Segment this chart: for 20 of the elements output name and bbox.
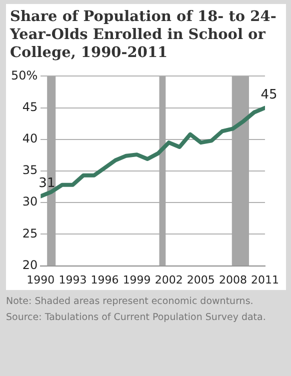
x-tick-label: 1999 bbox=[122, 273, 151, 286]
y-tick-label: 20 bbox=[22, 258, 38, 272]
x-tick-label: 1990 bbox=[26, 273, 55, 286]
chart-title: Share of Population of 18- to 24-Year-Olds Enrolled in School or College, 1990-2011 bbox=[8, 7, 278, 62]
x-tick-label: 1996 bbox=[90, 273, 119, 286]
y-tick-label: 25 bbox=[22, 226, 38, 240]
y-tick-label: 50% bbox=[11, 68, 38, 82]
y-tick-label: 35 bbox=[22, 163, 38, 178]
x-tick-label: 2011 bbox=[251, 273, 280, 286]
y-tick-label: 45 bbox=[22, 100, 38, 114]
x-tick-label: 2008 bbox=[218, 273, 247, 286]
x-tick-label: 2005 bbox=[186, 273, 215, 286]
y-tick-label: 40 bbox=[22, 132, 38, 146]
y-tick-label: 30 bbox=[22, 194, 38, 209]
source-note: Source: Tabulations of Current Population Survey data. bbox=[6, 312, 267, 323]
text: Note: Shaded areas represent economic downturns. bbox=[6, 296, 254, 307]
x-tick-label: 1993 bbox=[58, 273, 87, 286]
data-label: 31 bbox=[38, 176, 56, 192]
x-tick-label: 2002 bbox=[154, 273, 183, 286]
data-label: 45 bbox=[260, 88, 278, 103]
